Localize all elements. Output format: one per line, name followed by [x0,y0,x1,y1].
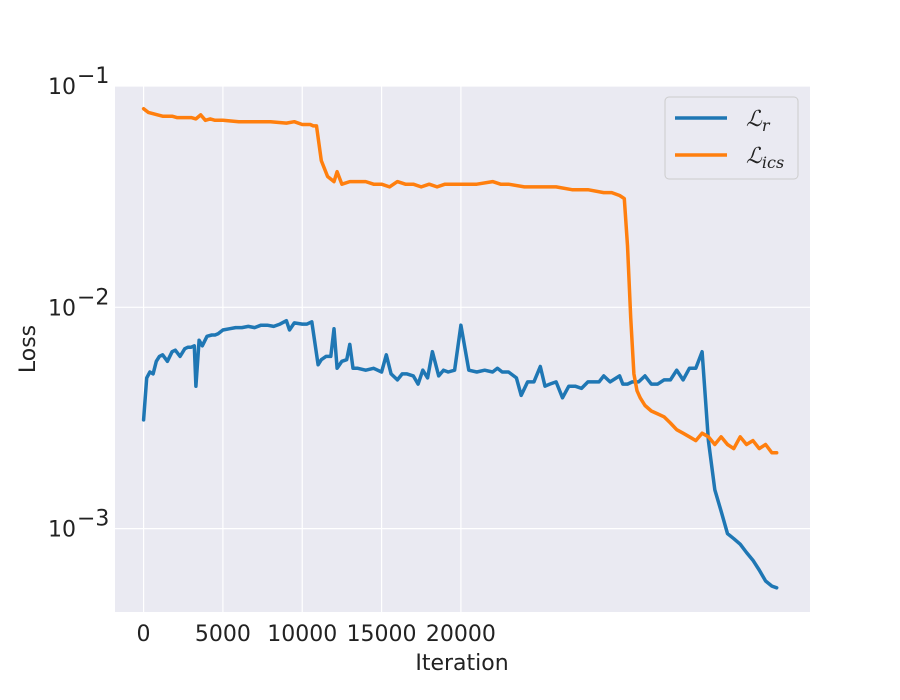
series-line-lr [141,318,779,590]
series-layer [141,106,779,590]
y-tick-label: 10 [48,518,76,543]
y-tick-exponent: −1 [77,64,109,89]
x-tick-label: 15000 [347,622,417,647]
series-line-lics [141,106,779,455]
y-tick-label: 10 [48,296,76,321]
y-tick-exponent: −3 [77,507,109,532]
grid [115,85,810,612]
y-tick-exponent: −2 [77,285,109,310]
x-tick-label: 5000 [195,622,251,647]
y-axis-label: Loss [16,325,41,373]
x-tick-label: 20000 [426,622,496,647]
x-tick-label: 0 [137,622,151,647]
x-tick-label: 10000 [267,622,337,647]
y-tick-label: 10 [48,75,76,100]
y-tick-labels: 10−310−210−1 [48,64,109,543]
x-axis-label: Iteration [415,651,508,676]
x-tick-labels: 0 5000 10000 15000 20000 [137,622,496,647]
